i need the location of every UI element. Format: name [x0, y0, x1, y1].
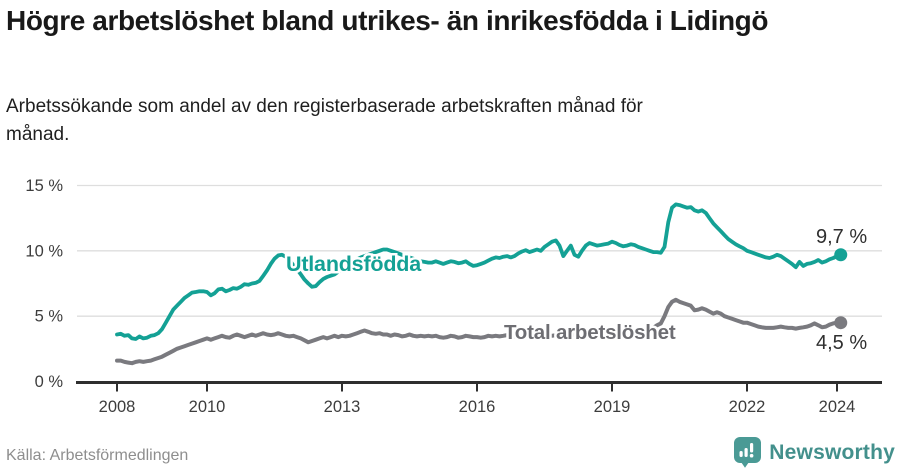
x-axis-label-2019: 2019 — [594, 398, 631, 416]
newsworthy-logo-icon — [734, 437, 762, 468]
series-line-total-arbetsl-shet — [115, 297, 843, 366]
newsworthy-logo-text: Newsworthy — [769, 440, 895, 464]
x-axis-label-2016: 2016 — [459, 398, 496, 416]
x-axis-label-2010: 2010 — [189, 398, 226, 416]
chart-area: 0 % 5 % 10 % 15 % 2008 2010 2013 2016 2019 2022 20… — [0, 160, 900, 430]
series-end-dot-utlandsf-dda — [834, 248, 848, 262]
x-axis-label-2022: 2022 — [729, 398, 766, 416]
chart-subtitle: Arbetssökande som andel av den registerb… — [6, 96, 643, 145]
series-end-dot-total-arbetsl-shet — [834, 316, 848, 330]
y-axis-label-0: 0 % — [35, 373, 64, 391]
y-axis-label-5: 5 % — [35, 308, 64, 326]
series-label-total-arbetsl-shet: Total arbetslöshet — [504, 321, 676, 344]
x-axis-label-2024: 2024 — [819, 398, 856, 416]
end-value-label-total-arbetsl-shet: 4,5 % — [816, 332, 867, 354]
source-note: Källa: Arbetsförmedlingen — [6, 447, 189, 464]
series-line-utlandsf-dda — [115, 202, 843, 341]
newsworthy-logo: Newsworthy — [734, 437, 895, 468]
line-chart: 0 % 5 % 10 % 15 % 2008 2010 2013 2016 2019 2022 20… — [25, 177, 882, 416]
y-axis-label-15: 15 % — [25, 177, 63, 195]
series-label-utlandsf-dda: Utlandsfödda — [286, 252, 422, 276]
end-value-label-utlandsf-dda: 9,7 % — [816, 226, 867, 248]
x-axis-label-2008: 2008 — [99, 398, 136, 416]
x-axis-label-2013: 2013 — [324, 398, 361, 416]
chart-title: Högre arbetslöshet bland utrikes- än inr… — [6, 5, 769, 36]
y-axis-label-10: 10 % — [25, 242, 63, 260]
